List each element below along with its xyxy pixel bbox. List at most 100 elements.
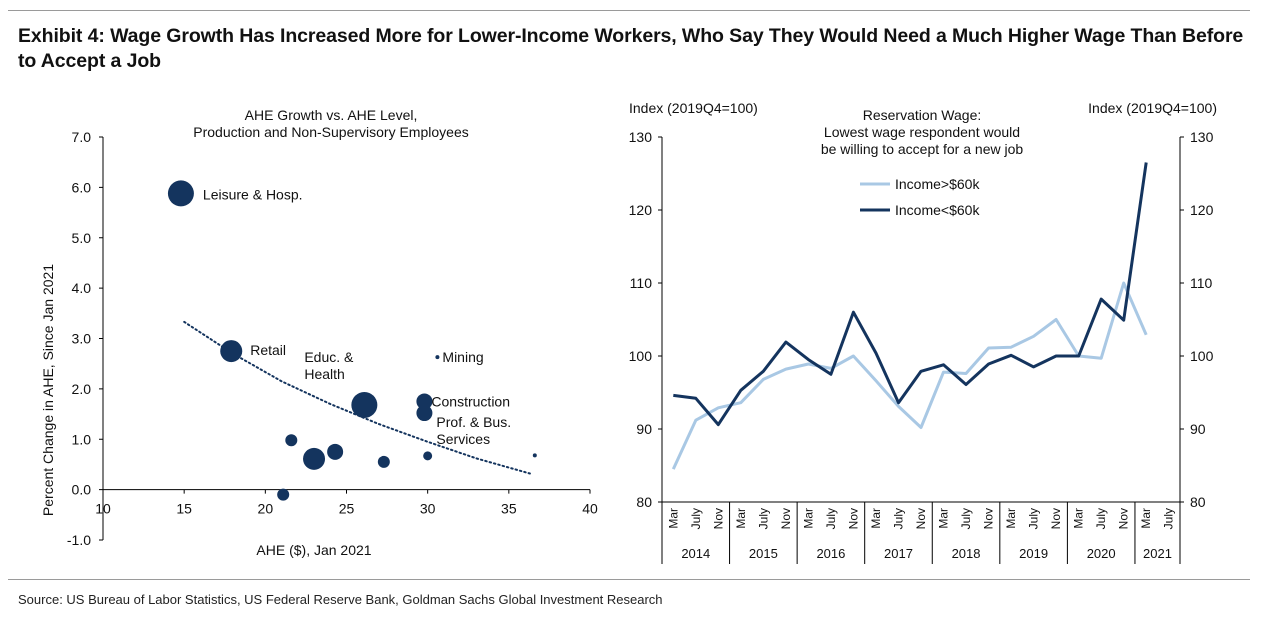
x-year-label: 2014	[681, 546, 710, 561]
x-month-label: July	[689, 508, 703, 529]
line-title-line-2: Lowest wage respondent would	[824, 124, 1020, 140]
scatter-title-line-2: Production and Non-Supervisory Employees	[193, 124, 468, 140]
scatter-point-label: Educ. &	[304, 349, 354, 365]
right-y-tick-label: 90	[1190, 421, 1206, 437]
x-month-label: Mar	[869, 508, 883, 529]
x-year-label: 2018	[952, 546, 981, 561]
left-y-tick-label: 80	[636, 494, 652, 510]
series-line-low-income	[673, 162, 1148, 427]
scatter-point-label: Mining	[442, 349, 483, 365]
trendline-path	[183, 320, 531, 475]
series-line-high-income	[671, 281, 1148, 470]
x-month-label: July	[824, 508, 838, 529]
x-year-label: 2019	[1019, 546, 1048, 561]
x-month-label: July	[959, 508, 973, 529]
x-month-label: Mar	[937, 508, 951, 529]
x-month-label: July	[1162, 508, 1176, 529]
scatter-x-tick-label: 30	[420, 501, 436, 517]
scatter-y-tick-label: 7.0	[72, 129, 92, 145]
line-chart-title: Reservation Wage: Lowest wage respondent…	[821, 107, 1024, 157]
x-month-label: Mar	[666, 508, 680, 529]
scatter-x-tick-label: 20	[258, 501, 274, 517]
scatter-point	[377, 455, 390, 468]
line-axes	[658, 136, 1184, 564]
x-year-label: 2020	[1087, 546, 1116, 561]
scatter-point-labels: Leisure & Hosp. Retail Educ. &Health Mining…	[203, 186, 511, 447]
scatter-point	[532, 453, 537, 458]
right-y-tick-label: 110	[1190, 275, 1213, 291]
legend: Income>$60k Income<$60k	[860, 176, 980, 218]
right-y-tick-label: 100	[1190, 348, 1214, 364]
bottom-rule	[8, 579, 1250, 580]
scatter-title-line-1: AHE Growth vs. AHE Level,	[245, 107, 418, 123]
scatter-axes	[99, 136, 591, 541]
line-chart: Index (2019Q4=100) Index (2019Q4=100) Re…	[629, 100, 1217, 564]
scatter-points	[167, 180, 537, 501]
x-month-label: July	[1027, 508, 1041, 529]
scatter-point	[423, 451, 433, 461]
right-y-tick-label: 80	[1190, 494, 1206, 510]
x-month-label: Mar	[1072, 508, 1086, 529]
scatter-point-label: Health	[304, 366, 344, 382]
x-month-label: Nov	[982, 508, 996, 529]
scatter-x-tick-label: 35	[501, 501, 517, 517]
line-title-line-3: be willing to accept for a new job	[821, 141, 1024, 157]
x-month-label: Nov	[1117, 508, 1131, 529]
scatter-point	[167, 180, 194, 207]
scatter-y-tick-label: 1.0	[72, 431, 92, 447]
scatter-y-tick-label: 3.0	[72, 331, 92, 347]
scatter-point	[435, 355, 440, 360]
left-axis-label: Index (2019Q4=100)	[629, 100, 758, 116]
x-year-label: 2015	[749, 546, 778, 561]
scatter-point	[327, 443, 344, 460]
x-year-label: 2017	[884, 546, 913, 561]
x-year-label: 2021	[1143, 546, 1172, 561]
line-series	[671, 162, 1148, 470]
scatter-chart: AHE Growth vs. AHE Level, Production and…	[40, 107, 598, 558]
line-tick-labels: 80 80 90 90 100 100 110 110 120 120 130 130 Mar July N…	[629, 129, 1214, 561]
scatter-tick-labels: -1.0 0.0 1.0 2.0 3.0 4.0 5.0 6.0 7.0 10 15 20 25 30 35…	[67, 129, 598, 548]
left-y-tick-label: 110	[630, 275, 653, 291]
left-y-tick-label: 100	[629, 348, 653, 364]
scatter-point	[416, 393, 433, 410]
scatter-x-tick-label: 10	[95, 501, 111, 517]
right-axis-label: Index (2019Q4=100)	[1088, 100, 1217, 116]
x-month-label: Nov	[914, 508, 928, 529]
x-month-label: Mar	[801, 508, 815, 529]
scatter-point	[303, 447, 326, 470]
x-month-label: Nov	[779, 508, 793, 529]
scatter-y-tick-label: -1.0	[67, 532, 91, 548]
scatter-point	[351, 391, 378, 418]
scatter-y-tick-label: 6.0	[72, 179, 92, 195]
legend-label-low-income: Income<$60k	[895, 202, 980, 218]
scatter-x-tick-label: 25	[339, 501, 355, 517]
source-note: Source: US Bureau of Labor Statistics, U…	[18, 592, 663, 607]
scatter-y-tick-label: 2.0	[72, 381, 92, 397]
scatter-trendline	[183, 320, 531, 475]
x-month-label: Nov	[1049, 508, 1063, 529]
scatter-point	[277, 488, 290, 501]
scatter-x-axis-label: AHE ($), Jan 2021	[256, 542, 371, 558]
x-month-label: July	[756, 508, 770, 529]
legend-label-high-income: Income>$60k	[895, 176, 980, 192]
x-month-label: July	[892, 508, 906, 529]
scatter-point-label: Retail	[250, 342, 286, 358]
scatter-title: AHE Growth vs. AHE Level, Production and…	[193, 107, 468, 140]
scatter-point-label: Construction	[431, 393, 510, 409]
scatter-y-tick-label: 4.0	[72, 280, 92, 296]
x-month-label: Nov	[711, 508, 725, 529]
x-month-label: Mar	[734, 508, 748, 529]
left-y-tick-label: 130	[629, 129, 653, 145]
scatter-y-tick-label: 0.0	[72, 482, 92, 498]
x-year-label: 2016	[816, 546, 845, 561]
x-month-label: July	[1094, 508, 1108, 529]
top-rule	[8, 10, 1250, 11]
scatter-point	[285, 434, 298, 447]
line-title-line-1: Reservation Wage:	[863, 107, 982, 123]
left-y-tick-label: 120	[629, 202, 653, 218]
x-month-label: Mar	[1139, 508, 1153, 529]
x-month-label: Mar	[1004, 508, 1018, 529]
exhibit-title: Exhibit 4: Wage Growth Has Increased Mor…	[18, 25, 1244, 72]
scatter-y-tick-label: 5.0	[72, 230, 92, 246]
scatter-point-label: Leisure & Hosp.	[203, 186, 303, 202]
